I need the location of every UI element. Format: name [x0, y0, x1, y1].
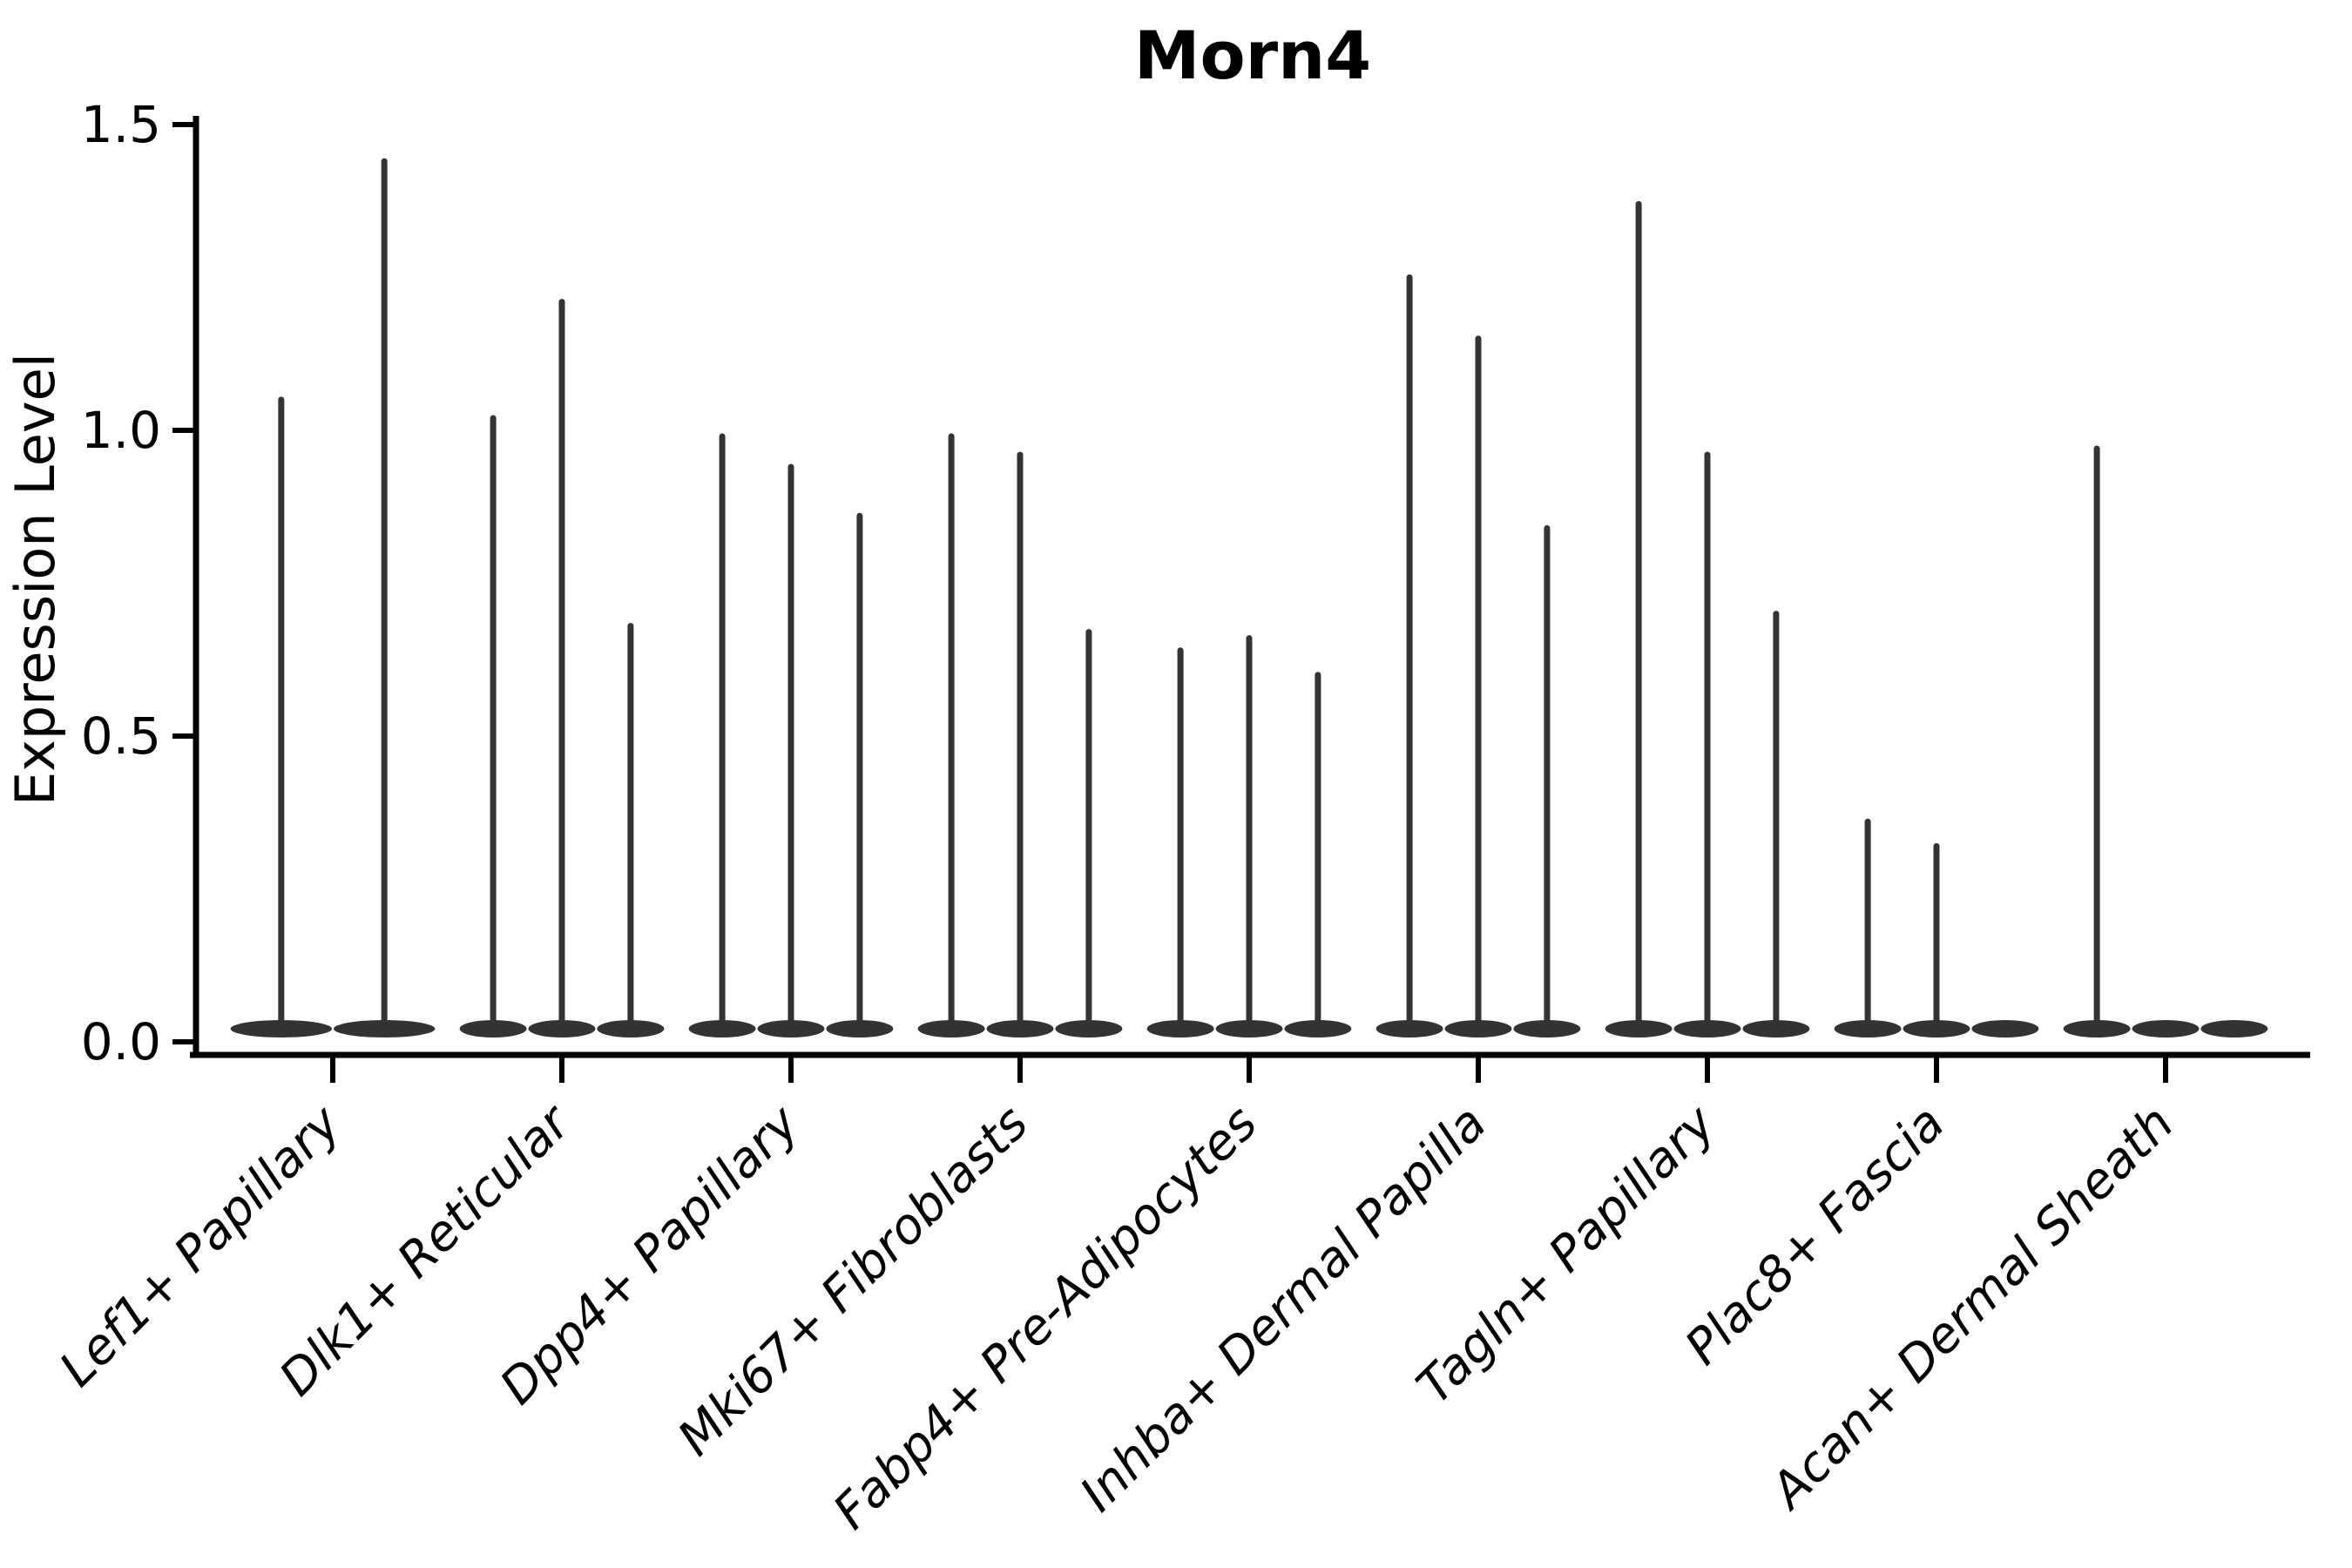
violin-base [2132, 1020, 2200, 1037]
y-tick-label: 0.5 [81, 706, 161, 766]
chart-title: Morn4 [1134, 17, 1371, 94]
violin-group [688, 433, 894, 1037]
y-axis-label: Expression Level [3, 353, 67, 806]
x-tick-label: Acan+ Dermal Sheath [1759, 1095, 2185, 1521]
y-tick-label: 1.0 [81, 401, 161, 460]
violin-group [1834, 818, 2039, 1037]
violin-base [2200, 1020, 2268, 1037]
x-tick-label: Inhba+ Dermal Papilla [1070, 1095, 1497, 1523]
violin-group [917, 433, 1123, 1037]
y-tick-label: 0.0 [81, 1012, 161, 1071]
violin-base [1971, 1020, 2039, 1037]
violin-group [1375, 274, 1581, 1037]
violin-group [1605, 200, 1810, 1037]
violins [230, 158, 2268, 1037]
violin-group [2063, 445, 2268, 1037]
y-tick-label: 1.5 [81, 95, 161, 154]
violin-group [1146, 635, 1352, 1037]
violin-group [230, 158, 436, 1037]
y-axis-ticks: 0.0 0.5 1.0 1.5 [81, 95, 196, 1071]
x-tick-label: Fabp4+ Pre-Adipocytes [823, 1095, 1268, 1540]
violin-group [459, 299, 665, 1037]
